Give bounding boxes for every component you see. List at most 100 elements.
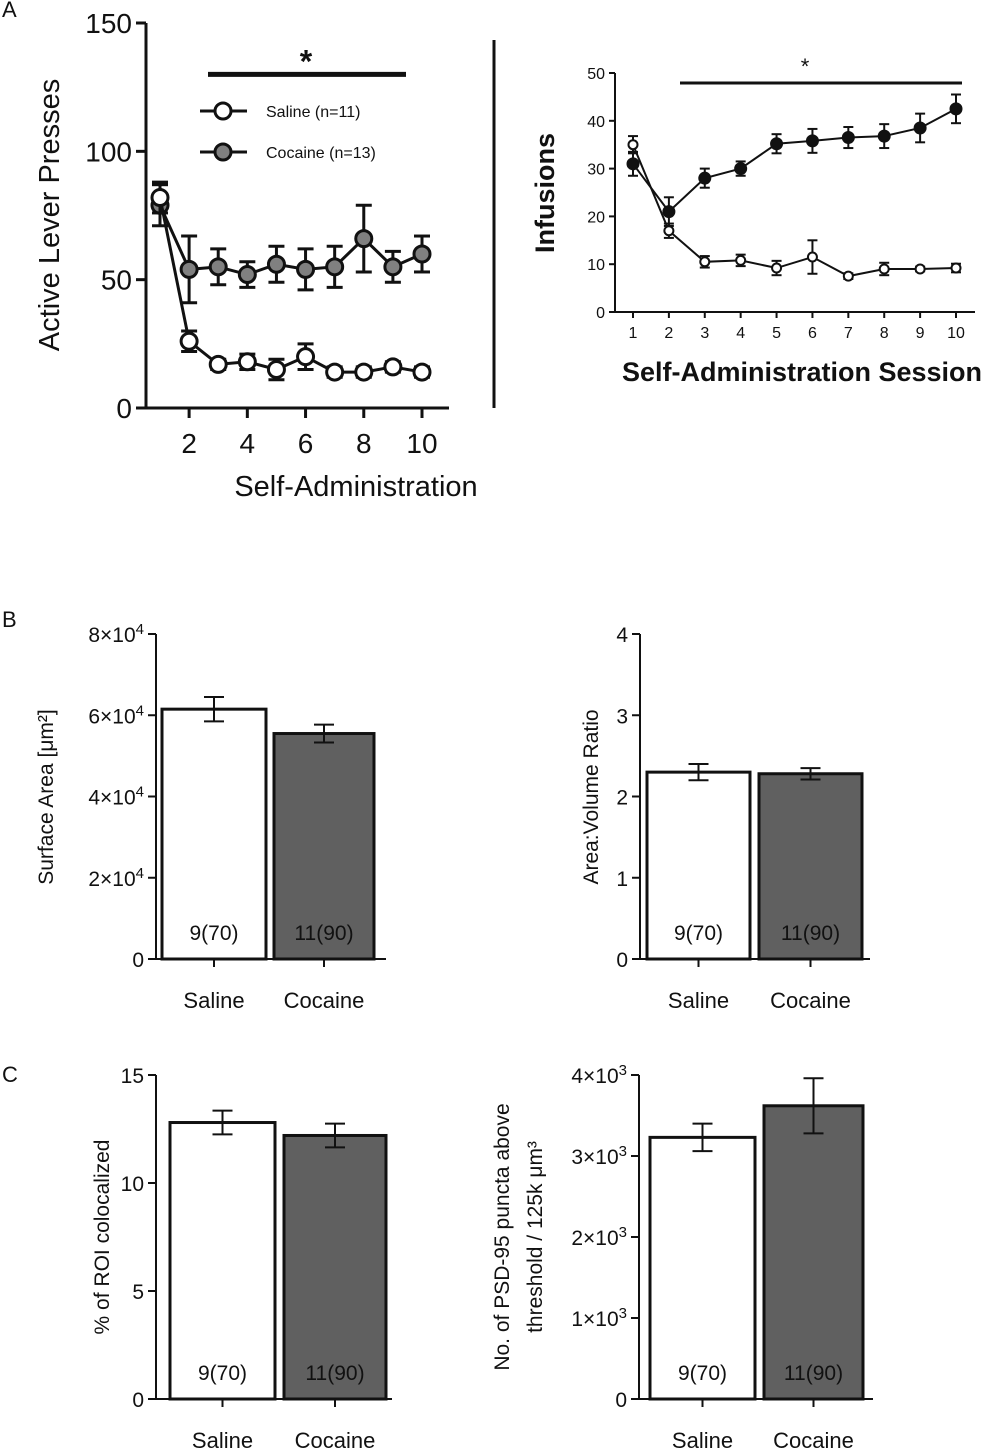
data-point [770, 137, 784, 151]
y-tick-label: 15 [121, 1065, 144, 1088]
y-tick-label: 4 [616, 624, 628, 647]
data-point [806, 251, 818, 263]
data-point [698, 171, 712, 185]
data-point [805, 134, 819, 148]
bar-label: 11(90) [781, 922, 840, 945]
data-point [663, 225, 675, 237]
panel-label-c: C [2, 1062, 18, 1087]
data-point [735, 254, 747, 266]
bar-cocaine [757, 772, 864, 961]
bar-cocaine [272, 732, 376, 961]
data-point [626, 157, 640, 171]
y-tick-label: 5 [132, 1281, 144, 1304]
y-tick-label: 0 [596, 305, 605, 322]
data-point [914, 263, 926, 275]
y-tick-label: 10 [587, 257, 605, 274]
legend-label-0: Saline (n=11) [266, 104, 360, 121]
legend-label-1: Cocaine (n=13) [266, 145, 376, 162]
y-axis-label: Area:Volume Ratio [580, 709, 603, 884]
x-tick-label: 6 [298, 428, 314, 459]
bar-cocaine [762, 1104, 865, 1401]
y-tick-label: 4×104 [88, 783, 144, 810]
chart-active-lever-presses: 0 50 100 150 2 4 6 8 10 Self-Administration Active… [34, 8, 478, 503]
y-axis-label: Infusions [530, 133, 560, 253]
x-axis-label: Self-Administration [234, 471, 477, 503]
data-point [208, 257, 228, 277]
data-point [325, 257, 345, 277]
data-point [237, 352, 257, 372]
data-point [237, 265, 257, 285]
panel-label-a: A [2, 0, 17, 22]
x-tick-label: 2 [181, 428, 197, 459]
y-axis-label-line: No. of PSD-95 puncta above [491, 1103, 514, 1370]
series-line-0 [632, 144, 957, 278]
y-axis-label-line: threshold / 125k μm³ [524, 1141, 547, 1333]
data-point [296, 347, 316, 367]
y-axis-label: Active Lever Presses [34, 79, 66, 351]
data-point [208, 354, 228, 374]
data-point [354, 362, 374, 382]
data-point [412, 362, 432, 382]
data-point [627, 139, 639, 151]
data-point [179, 331, 199, 351]
bar-label: 11(90) [305, 1362, 364, 1385]
legend-marker [213, 101, 233, 121]
data-point [841, 131, 855, 145]
x-tick-label: 3 [700, 325, 709, 342]
y-tick-label: 0 [616, 949, 628, 972]
bar-label: 9(70) [198, 1362, 247, 1385]
x-tick-label: Cocaine [773, 1428, 854, 1453]
y-tick-label: 50 [587, 66, 605, 83]
data-point [950, 262, 962, 274]
data-point [771, 262, 783, 274]
y-tick-label: 2×103 [571, 1224, 627, 1251]
significance-star: * [300, 43, 313, 79]
y-tick-label: 1 [616, 868, 628, 891]
data-point [354, 229, 374, 249]
bar-label: 11(90) [784, 1362, 843, 1385]
data-point [266, 360, 286, 379]
y-tick-label: 100 [85, 136, 132, 167]
x-tick-label: Cocaine [295, 1428, 376, 1453]
bar-label: 9(70) [189, 922, 238, 945]
chart-psd95-puncta: 0 1×103 2×103 3×103 4×103 Saline 9(70) Cocaine 1… [491, 1062, 873, 1453]
y-axis-label: Surface Area [μm²] [35, 709, 58, 885]
chart-area-volume-ratio: 0 1 2 3 4 Saline 9(70) Cocaine 11(90) Area:Volume… [580, 624, 870, 1013]
data-point [325, 362, 345, 382]
y-tick-label: 4×103 [571, 1062, 627, 1089]
x-tick-label: Cocaine [284, 988, 365, 1013]
y-tick-label: 0 [615, 1389, 627, 1412]
x-tick-label: Cocaine [770, 988, 851, 1013]
x-tick-label: 10 [406, 428, 437, 459]
y-tick-label: 8×104 [88, 621, 144, 648]
x-tick-label: 2 [664, 325, 673, 342]
x-tick-label: 1 [629, 325, 638, 342]
data-point [179, 259, 199, 279]
x-tick-label: 8 [880, 325, 889, 342]
x-tick-label: 9 [916, 325, 925, 342]
x-tick-label: 4 [240, 428, 256, 459]
y-tick-label: 0 [132, 949, 144, 972]
y-tick-label: 40 [587, 114, 605, 131]
x-tick-label: Saline [672, 1428, 733, 1453]
data-point [412, 244, 432, 264]
x-tick-label: Saline [183, 988, 244, 1013]
data-point [734, 162, 748, 176]
data-point [842, 270, 854, 282]
bar-label: 9(70) [674, 922, 723, 945]
x-tick-label: 7 [844, 325, 853, 342]
data-point [913, 121, 927, 135]
series-line-1 [158, 204, 423, 277]
x-tick-label: Saline [668, 988, 729, 1013]
data-point [699, 256, 711, 268]
x-axis-label: Self-Administration Session [622, 357, 982, 387]
chart-roi-colocalized: 0 5 10 15 Saline 9(70) Cocaine 11(90) % of ROI c… [91, 1065, 392, 1453]
x-tick-label: 4 [736, 325, 745, 342]
x-tick-label: 5 [772, 325, 781, 342]
y-tick-label: 10 [121, 1173, 144, 1196]
y-tick-label: 0 [132, 1389, 144, 1412]
bar-saline [645, 770, 752, 961]
y-tick-label: 2×104 [88, 864, 144, 891]
y-tick-label: 1×103 [571, 1305, 627, 1332]
y-tick-label: 50 [101, 265, 132, 296]
